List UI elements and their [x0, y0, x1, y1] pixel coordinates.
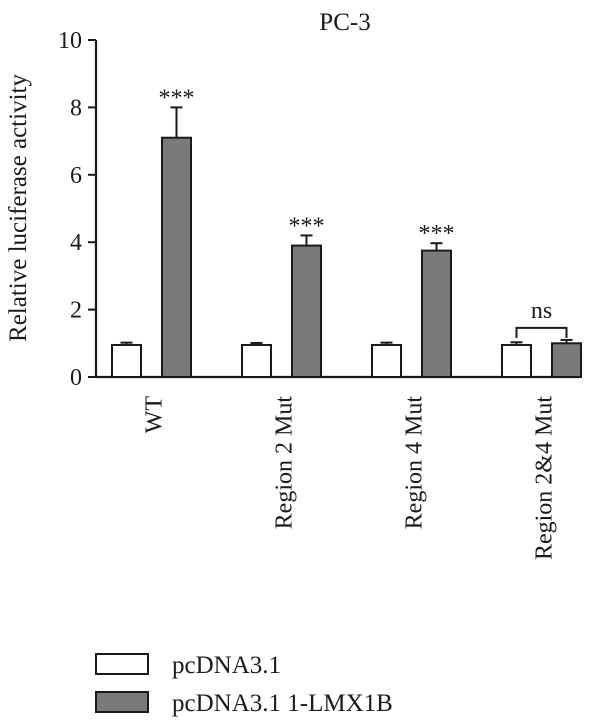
- y-tick-label: 4: [70, 230, 82, 256]
- legend-label: pcDNA3.1 1-LMX1B: [172, 690, 393, 717]
- significance-label: ***: [159, 85, 195, 111]
- legend-swatch-pcdna31: [95, 653, 149, 675]
- bar-pcdna31: [111, 343, 142, 378]
- category-labels: WT Region 2 Mut Region 4 Mut Region 2&4 Mut: [142, 396, 558, 560]
- y-tick-label: 8: [70, 95, 82, 121]
- y-tick-label: 0: [70, 365, 82, 391]
- bar-pcdna31-lmx1b: [551, 342, 582, 378]
- bar-pcdna31-lmx1b: [161, 136, 192, 378]
- y-ticks: 0 2 4 6 8 10: [58, 28, 96, 391]
- significance-annotations: *** *** *** ns: [159, 85, 568, 338]
- bars: [111, 106, 582, 378]
- y-axis-label: Relative luciferase activity: [5, 74, 32, 342]
- bar-pcdna31: [371, 343, 402, 378]
- significance-label: ***: [289, 213, 325, 239]
- y-tick-label: 2: [70, 298, 82, 324]
- legend: pcDNA3.1 pcDNA3.1 1-LMX1B: [95, 652, 393, 717]
- chart-title: PC-3: [319, 9, 370, 36]
- ns-bracket: [515, 326, 568, 338]
- significance-label: ***: [419, 221, 455, 247]
- category-label: Region 2 Mut: [272, 396, 298, 530]
- y-tick-label: 6: [70, 163, 82, 189]
- bar-pcdna31: [501, 343, 532, 378]
- y-tick-label: 10: [58, 28, 82, 54]
- category-label: Region 4 Mut: [402, 396, 428, 530]
- significance-label: ns: [531, 298, 552, 324]
- category-label: WT: [142, 396, 168, 434]
- legend-swatch-pcdna31-lmx1b: [95, 691, 149, 713]
- bar-pcdna31: [241, 343, 272, 378]
- bar-pcdna31-lmx1b: [291, 244, 322, 378]
- category-label: Region 2&4 Mut: [532, 396, 558, 560]
- bar-pcdna31-lmx1b: [421, 249, 452, 378]
- legend-label: pcDNA3.1: [172, 652, 281, 679]
